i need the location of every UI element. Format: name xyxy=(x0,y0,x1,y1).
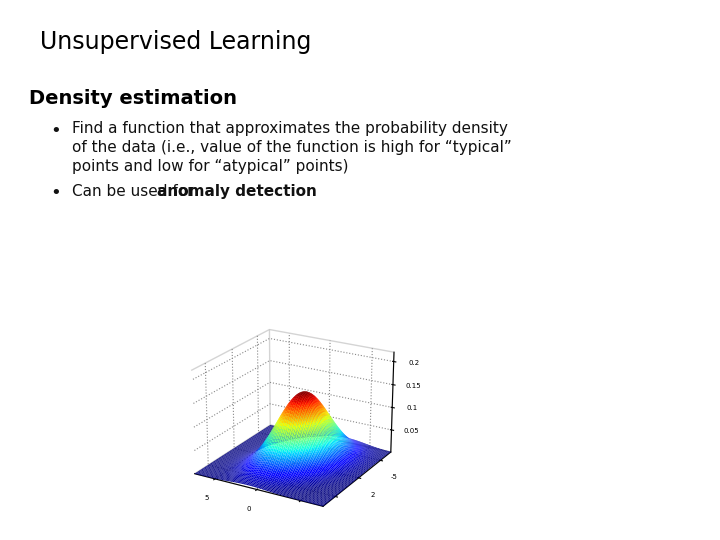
Text: •: • xyxy=(50,122,61,139)
Text: •: • xyxy=(50,184,61,201)
Text: anomaly detection: anomaly detection xyxy=(157,184,317,199)
Text: points and low for “atypical” points): points and low for “atypical” points) xyxy=(72,159,348,174)
Text: Density estimation: Density estimation xyxy=(29,89,237,108)
Text: Find a function that approximates the probability density: Find a function that approximates the pr… xyxy=(72,122,508,137)
Text: Can be used for: Can be used for xyxy=(72,184,199,199)
Text: Unsupervised Learning: Unsupervised Learning xyxy=(40,30,311,53)
Text: of the data (i.e., value of the function is high for “typical”: of the data (i.e., value of the function… xyxy=(72,140,512,156)
